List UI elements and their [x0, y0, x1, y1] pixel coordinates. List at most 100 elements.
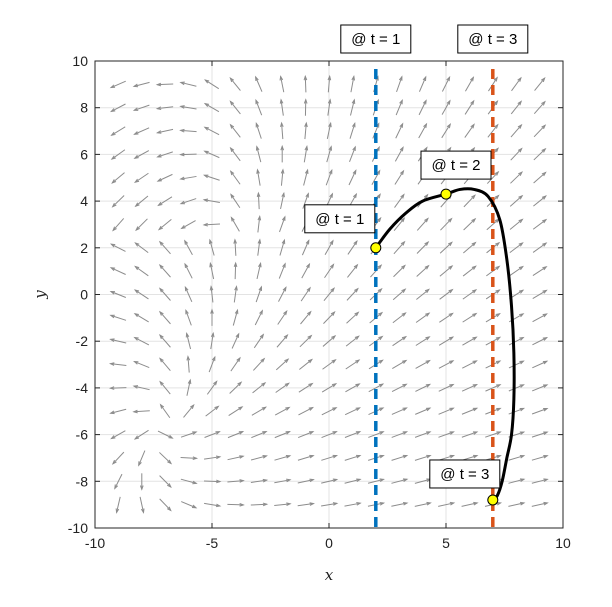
field-arrow	[229, 123, 241, 138]
field-arrow-shaft	[110, 408, 127, 414]
field-arrow-head	[424, 217, 429, 223]
field-arrow-head	[109, 243, 116, 248]
field-arrow	[180, 478, 198, 485]
field-arrow-shaft	[508, 455, 525, 461]
field-arrow-shaft	[208, 356, 216, 373]
field-arrow-shaft	[485, 431, 501, 438]
field-arrow	[511, 76, 522, 92]
field-arrow-head	[110, 131, 116, 137]
field-arrow-head	[519, 313, 525, 318]
field-arrow	[274, 454, 292, 461]
field-arrow-shaft	[299, 335, 312, 348]
field-arrow-head	[400, 169, 405, 175]
field-arrow-head	[402, 407, 408, 412]
field-arrow-head	[158, 310, 164, 316]
field-arrow	[179, 81, 197, 87]
field-arrow	[185, 332, 192, 350]
field-arrow-head	[258, 285, 262, 291]
field-arrow-shaft	[303, 146, 308, 163]
field-arrow-shaft	[510, 124, 522, 138]
field-arrow	[157, 218, 172, 231]
field-arrow	[391, 431, 409, 438]
x-tick-label: 10	[555, 535, 571, 551]
field-arrow	[486, 170, 500, 184]
field-arrow	[392, 335, 408, 347]
field-arrow-shaft	[230, 101, 241, 115]
field-arrow	[532, 265, 548, 276]
field-arrow-head	[213, 380, 218, 386]
field-arrow-head	[280, 121, 284, 128]
field-arrow-shaft	[345, 335, 359, 347]
field-arrow-head	[286, 478, 292, 483]
field-arrow	[133, 172, 149, 184]
field-arrow	[274, 431, 291, 439]
field-arrow-head	[158, 240, 164, 246]
field-arrow	[229, 381, 243, 394]
field-arrow	[274, 406, 291, 416]
field-arrow	[349, 145, 356, 163]
field-arrow	[279, 238, 286, 256]
field-arrow-shaft	[344, 407, 360, 416]
field-arrow	[391, 454, 409, 461]
field-arrow	[394, 193, 405, 208]
field-arrow-head	[256, 191, 261, 198]
field-arrow-shaft	[464, 124, 475, 138]
field-arrow-shaft	[134, 289, 149, 300]
field-arrow-head	[261, 406, 267, 411]
field-arrow-head	[307, 310, 312, 316]
field-arrow-head	[448, 265, 454, 270]
field-arrow-shaft	[508, 407, 524, 415]
field-arrow	[274, 502, 292, 507]
field-arrow	[371, 169, 381, 185]
field-arrow-shaft	[187, 356, 190, 373]
field-arrow	[510, 171, 523, 184]
field-arrow-head	[329, 239, 334, 245]
field-arrow	[368, 431, 385, 438]
field-arrow	[133, 336, 150, 346]
field-arrow-head	[133, 361, 139, 365]
field-arrow-head	[308, 406, 315, 411]
field-arrow	[186, 355, 191, 373]
field-arrow	[414, 454, 432, 461]
field-arrow-shaft	[159, 311, 171, 325]
field-arrow-head	[495, 265, 501, 271]
field-arrow-shaft	[415, 336, 430, 346]
field-arrow-shaft	[511, 77, 522, 92]
field-arrow-shaft	[392, 360, 407, 370]
field-arrow	[114, 473, 123, 490]
field-arrow-head	[255, 122, 260, 128]
field-arrow	[108, 386, 127, 390]
field-arrow-head	[353, 239, 358, 246]
field-arrow-head	[542, 360, 549, 365]
field-arrow-head	[328, 121, 332, 128]
field-arrow-head	[202, 174, 209, 179]
field-arrow-shaft	[230, 124, 241, 138]
field-arrow	[510, 123, 523, 138]
field-arrow-shaft	[184, 286, 193, 303]
field-arrow	[532, 242, 548, 253]
field-arrow-shaft	[392, 336, 407, 347]
field-arrow-shaft	[233, 286, 237, 303]
field-arrow-head	[155, 82, 162, 87]
field-arrow-shaft	[112, 195, 125, 208]
field-arrow	[255, 145, 262, 163]
field-arrow-head	[332, 454, 339, 459]
field-arrow	[203, 126, 220, 136]
field-arrow-head	[257, 215, 262, 221]
field-arrow-shaft	[462, 360, 477, 369]
field-arrow-head	[184, 262, 189, 269]
field-arrow	[508, 360, 525, 369]
field-arrow	[203, 479, 222, 484]
field-arrow-shaft	[158, 218, 172, 230]
field-arrow-head	[518, 265, 524, 271]
field-arrow	[394, 169, 405, 185]
field-arrow-head	[110, 155, 116, 160]
field-arrow	[462, 312, 478, 323]
field-arrow-shaft	[441, 76, 451, 92]
field-arrow-head	[155, 130, 162, 134]
field-arrow	[508, 384, 525, 392]
field-arrow	[391, 478, 409, 484]
field-arrow-shaft	[185, 310, 192, 326]
field-arrow-head	[378, 311, 384, 317]
field-arrow-shaft	[184, 263, 193, 279]
